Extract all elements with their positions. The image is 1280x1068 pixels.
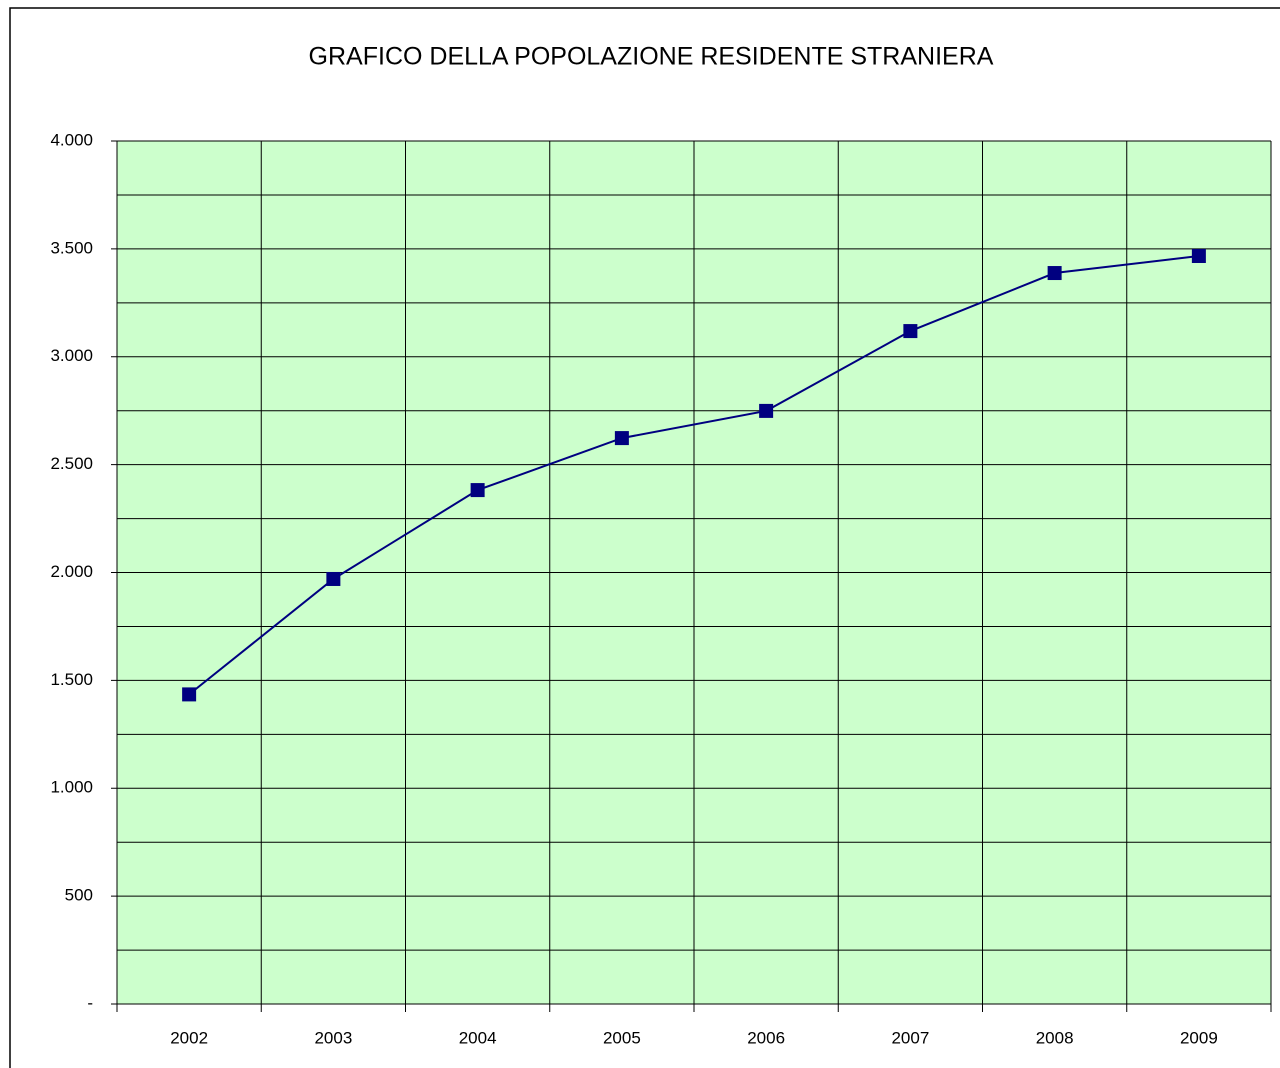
x-tick-label: 2004 [459,1028,497,1047]
data-point [614,431,629,446]
y-tick-label: - [87,993,93,1012]
data-point [470,483,485,498]
data-point [759,403,774,418]
data-point [903,324,918,339]
data-point [1047,266,1062,281]
y-tick-label: 3.000 [50,346,93,365]
data-point [1191,248,1206,263]
y-tick-label: 2.000 [50,562,93,581]
chart-border [9,7,1280,1068]
x-tick-label: 2007 [891,1028,929,1047]
x-tick-label: 2008 [1036,1028,1074,1047]
y-tick-label: 1.000 [50,778,93,797]
chart-title: GRAFICO DELLA POPOLAZIONE RESIDENTE STRA… [309,43,994,71]
data-point [182,687,197,702]
x-tick-label: 2003 [314,1028,352,1047]
x-tick-label: 2005 [603,1028,641,1047]
x-tick-label: 2002 [170,1028,208,1047]
y-tick-label: 500 [65,886,93,905]
data-point [326,571,341,586]
series-line [188,255,1199,696]
x-tick-label: 2006 [747,1028,785,1047]
x-tick-label: 2009 [1180,1028,1218,1047]
y-tick-label: 2.500 [50,454,93,473]
y-tick-label: 3.500 [50,238,93,257]
y-tick-label: 1.500 [50,670,93,689]
y-tick-label: 4.000 [50,130,93,149]
